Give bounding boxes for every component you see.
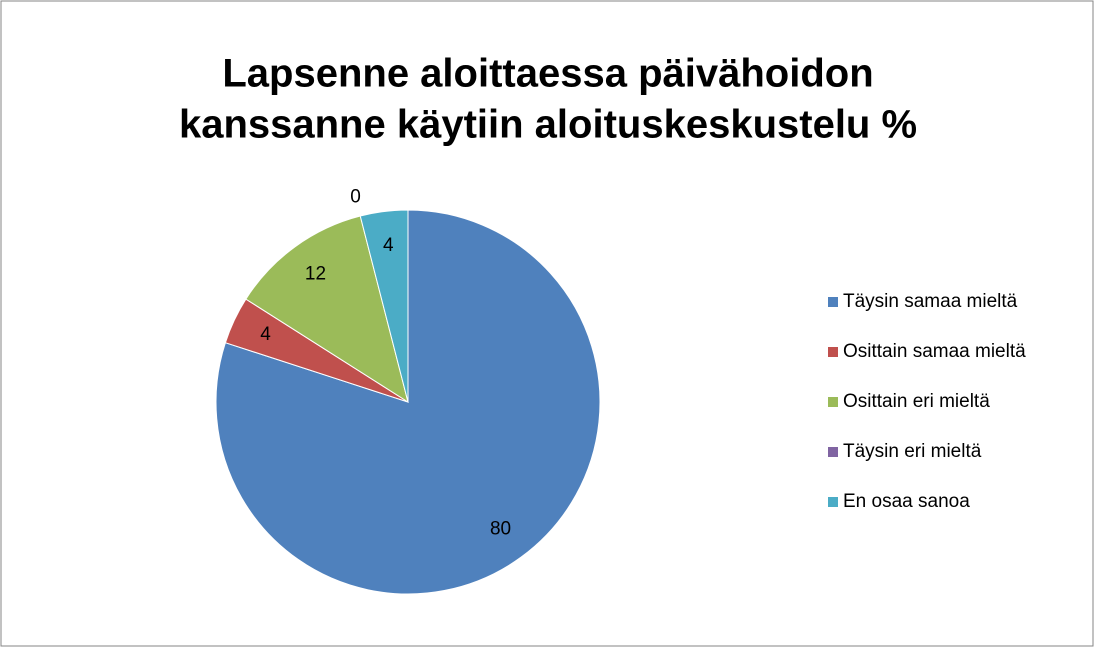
legend-label: En osaa sanoa — [843, 491, 970, 512]
pie-slice — [215, 209, 601, 595]
legend-label: Osittain samaa mieltä — [843, 341, 1026, 362]
data-label: 4 — [383, 235, 394, 256]
pie-slice — [245, 215, 409, 404]
legend-label: Täysin samaa mieltä — [843, 291, 1018, 312]
legend-label: Osittain eri mieltä — [843, 391, 990, 412]
data-label: 12 — [305, 264, 326, 285]
pie-slice — [359, 209, 409, 403]
data-label: 80 — [490, 518, 511, 539]
legend-swatch — [828, 447, 838, 457]
legend-label: Täysin eri mieltä — [843, 441, 982, 462]
legend-swatch — [828, 297, 838, 307]
legend-swatch — [828, 497, 838, 507]
data-label: 0 — [350, 186, 361, 207]
chart-title: Lapsenne aloittaessa päivähoidon — [222, 52, 873, 96]
chart-title: kanssanne käytiin aloituskeskustelu % — [179, 103, 917, 147]
legend-swatch — [828, 397, 838, 407]
legend-swatch — [828, 347, 838, 357]
data-label: 4 — [260, 324, 271, 345]
